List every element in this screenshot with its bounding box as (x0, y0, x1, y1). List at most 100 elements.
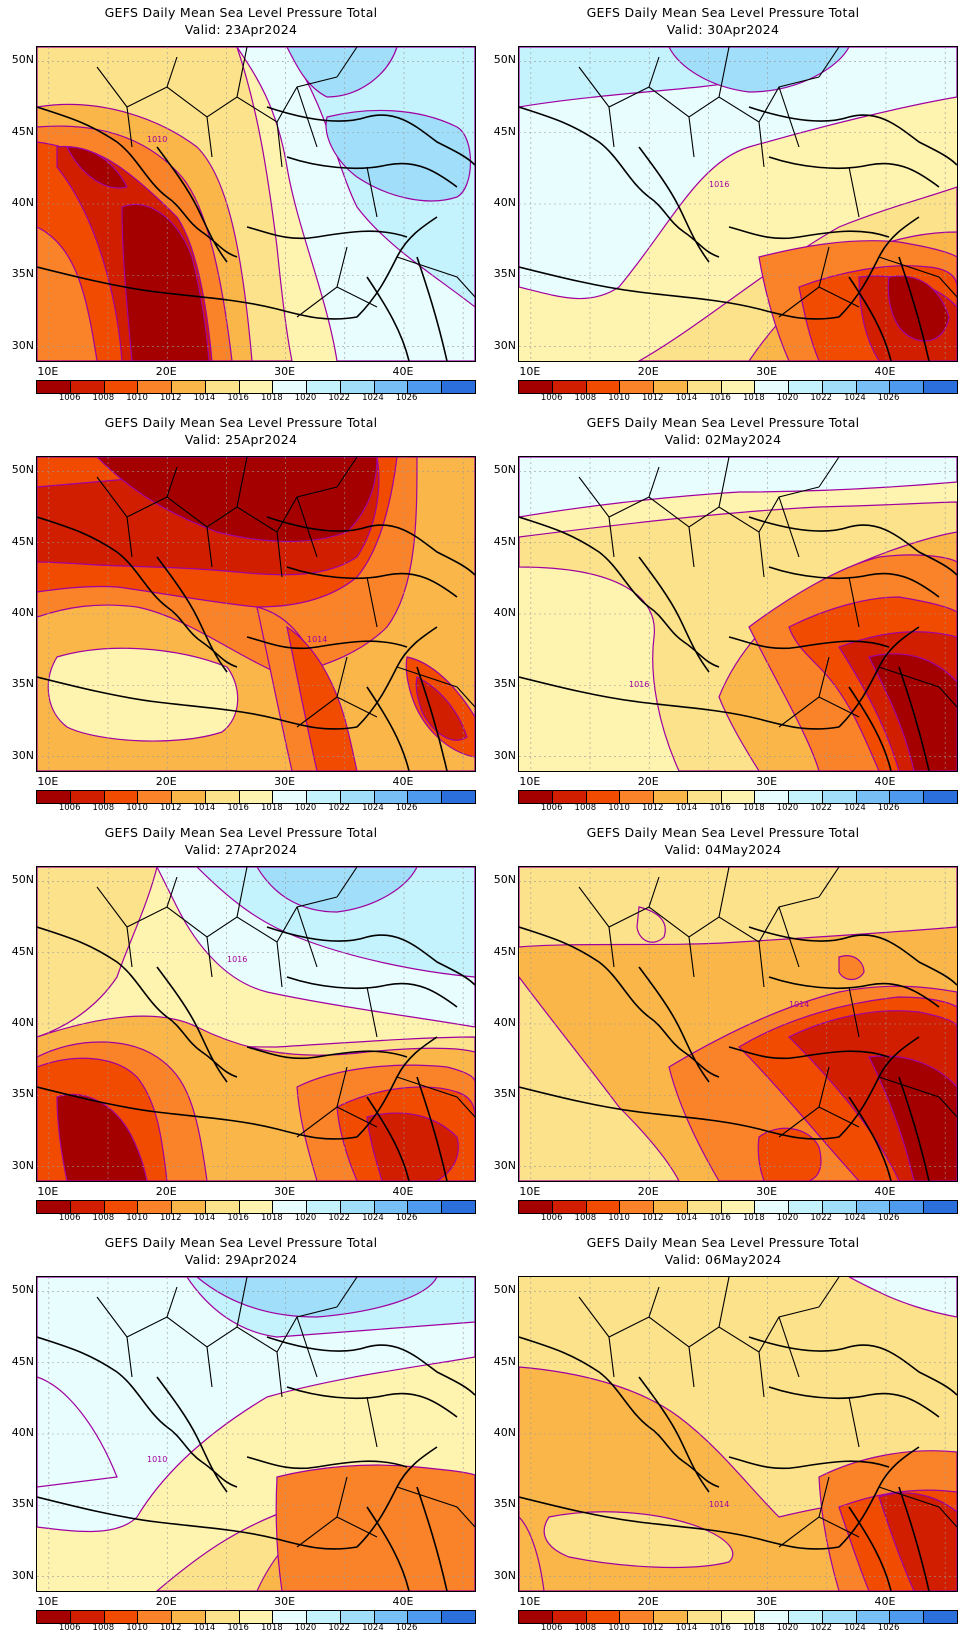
pressure-map: 1014 (518, 866, 958, 1182)
map-panel: GEFS Daily Mean Sea Level Pressure Total… (0, 410, 482, 820)
lat-tick-label: 50N (11, 463, 34, 477)
colorbar-label: 1016 (227, 1213, 249, 1223)
colorbar-label: 1018 (743, 1213, 765, 1223)
lon-tick-label: 10E (37, 775, 59, 788)
lon-tick-label: 10E (519, 1595, 541, 1608)
coastline (37, 1336, 475, 1591)
pressure-band (415, 676, 468, 741)
colorbar-label: 1026 (395, 803, 418, 813)
lon-tick-label: 30E (274, 1185, 296, 1198)
colorbar-label: 1022 (810, 1213, 833, 1223)
colorbar-label: 1026 (877, 1213, 900, 1223)
map-panel: GEFS Daily Mean Sea Level Pressure Total… (482, 410, 964, 820)
contour-label: 1014 (307, 635, 327, 644)
colorbar-swatch (340, 381, 375, 393)
colorbar-swatch (822, 381, 857, 393)
panel-title-main: GEFS Daily Mean Sea Level Pressure Total (104, 5, 378, 20)
colorbar-label: 1018 (261, 1623, 283, 1633)
map-panel: GEFS Daily Mean Sea Level Pressure Total… (482, 820, 964, 1230)
colorbar-swatch (552, 1611, 587, 1623)
lat-tick-label: 40N (11, 196, 34, 209)
colorbar-swatch (205, 1201, 240, 1213)
pressure-band (37, 867, 158, 1038)
colorbar (518, 380, 958, 394)
colorbar-label: 1006 (540, 803, 563, 813)
colorbar-swatch (104, 1201, 139, 1213)
colorbar-label: 1014 (675, 393, 698, 403)
panel-valid-date: Valid: 25Apr2024 (184, 432, 298, 447)
panel-valid-date: Valid: 30Apr2024 (666, 22, 780, 37)
colorbar-label: 1014 (193, 393, 216, 403)
colorbar-swatch (172, 1611, 206, 1623)
colorbar-swatch (172, 1201, 206, 1213)
colorbar-swatch (104, 1611, 139, 1623)
colorbar-label: 1022 (810, 803, 833, 813)
colorbar-swatch (586, 1201, 621, 1213)
colorbar-label: 1010 (608, 393, 630, 403)
contour-label: 1010 (147, 1455, 167, 1464)
lat-tick-label: 45N (11, 534, 34, 548)
colorbar-swatch (856, 1201, 891, 1213)
colorbar-labels: 1006 1008 1010 1012 1014 1016 1018 1020 1022 1024… (518, 803, 956, 815)
colorbar-label: 1020 (776, 1213, 799, 1223)
lon-tick-label: 30E (756, 775, 778, 788)
lat-tick-label: 50N (493, 463, 516, 477)
colorbar-label: 1016 (227, 1623, 249, 1633)
colorbar-swatch (924, 1611, 957, 1623)
lat-tick-label: 30N (11, 748, 34, 762)
colorbar-swatch (789, 1201, 823, 1213)
colorbar-swatch (586, 791, 621, 803)
lon-tick-label: 40E (874, 775, 896, 788)
colorbar-labels: 1006 1008 1010 1012 1014 1016 1018 1020 1022 1024… (36, 1213, 474, 1225)
lat-tick-label: 50N (493, 1283, 516, 1297)
colorbar-label: 1006 (58, 803, 81, 813)
colorbar-swatch (307, 381, 341, 393)
colorbar-label: 1008 (574, 803, 597, 813)
colorbar-label: 1012 (641, 1623, 664, 1633)
colorbar-swatch (654, 1611, 688, 1623)
colorbar-swatch (307, 1201, 341, 1213)
colorbar-swatch (721, 791, 756, 803)
lat-tick-label: 30N (493, 1158, 516, 1172)
colorbar-label: 1024 (362, 393, 384, 403)
lon-tick-label: 10E (37, 365, 59, 378)
lon-tick-label: 20E (637, 775, 659, 788)
pressure-map: 1016 (518, 456, 958, 772)
colorbar-label: 1026 (877, 803, 900, 813)
lat-tick-label: 35N (493, 677, 516, 691)
lat-tick-label: 40N (493, 1016, 516, 1029)
colorbar-label: 1014 (675, 1623, 698, 1633)
colorbar-label: 1014 (193, 1213, 216, 1223)
country-borders (578, 457, 957, 728)
panel-valid-date: Valid: 06May2024 (664, 1252, 782, 1267)
colorbar-label: 1016 (227, 803, 249, 813)
contour-label: 1016 (709, 180, 729, 189)
lat-tick-label: 40N (493, 1426, 516, 1439)
colorbar-label: 1012 (159, 1213, 182, 1223)
colorbar-swatch (620, 381, 655, 393)
lon-tick-label: 40E (874, 1595, 896, 1608)
pressure-band (47, 647, 239, 742)
coastline (37, 516, 475, 771)
coastline (37, 926, 475, 1181)
colorbar-swatch (273, 1611, 308, 1623)
colorbar-swatch (239, 791, 274, 803)
colorbar-swatch (239, 1611, 274, 1623)
lat-tick-label: 45N (11, 1354, 34, 1368)
colorbar-label: 1020 (294, 393, 317, 403)
colorbar-label: 1014 (193, 1623, 216, 1633)
panel-title-main: GEFS Daily Mean Sea Level Pressure Total (586, 415, 860, 430)
lon-tick-label: 20E (637, 365, 659, 378)
colorbar-swatch (205, 791, 240, 803)
lon-tick-label: 10E (519, 775, 541, 788)
lon-tick-label: 40E (874, 365, 896, 378)
colorbar-swatch (442, 791, 475, 803)
lat-tick-label: 50N (493, 53, 516, 67)
pressure-band (519, 1516, 545, 1591)
pressure-map: 1010 (36, 1276, 476, 1592)
colorbar-swatch (442, 1611, 475, 1623)
lat-tick-label: 50N (11, 1283, 34, 1297)
colorbar-label: 1022 (810, 1623, 833, 1633)
colorbar-swatch (138, 1611, 173, 1623)
contour-label: 1014 (789, 1000, 809, 1009)
